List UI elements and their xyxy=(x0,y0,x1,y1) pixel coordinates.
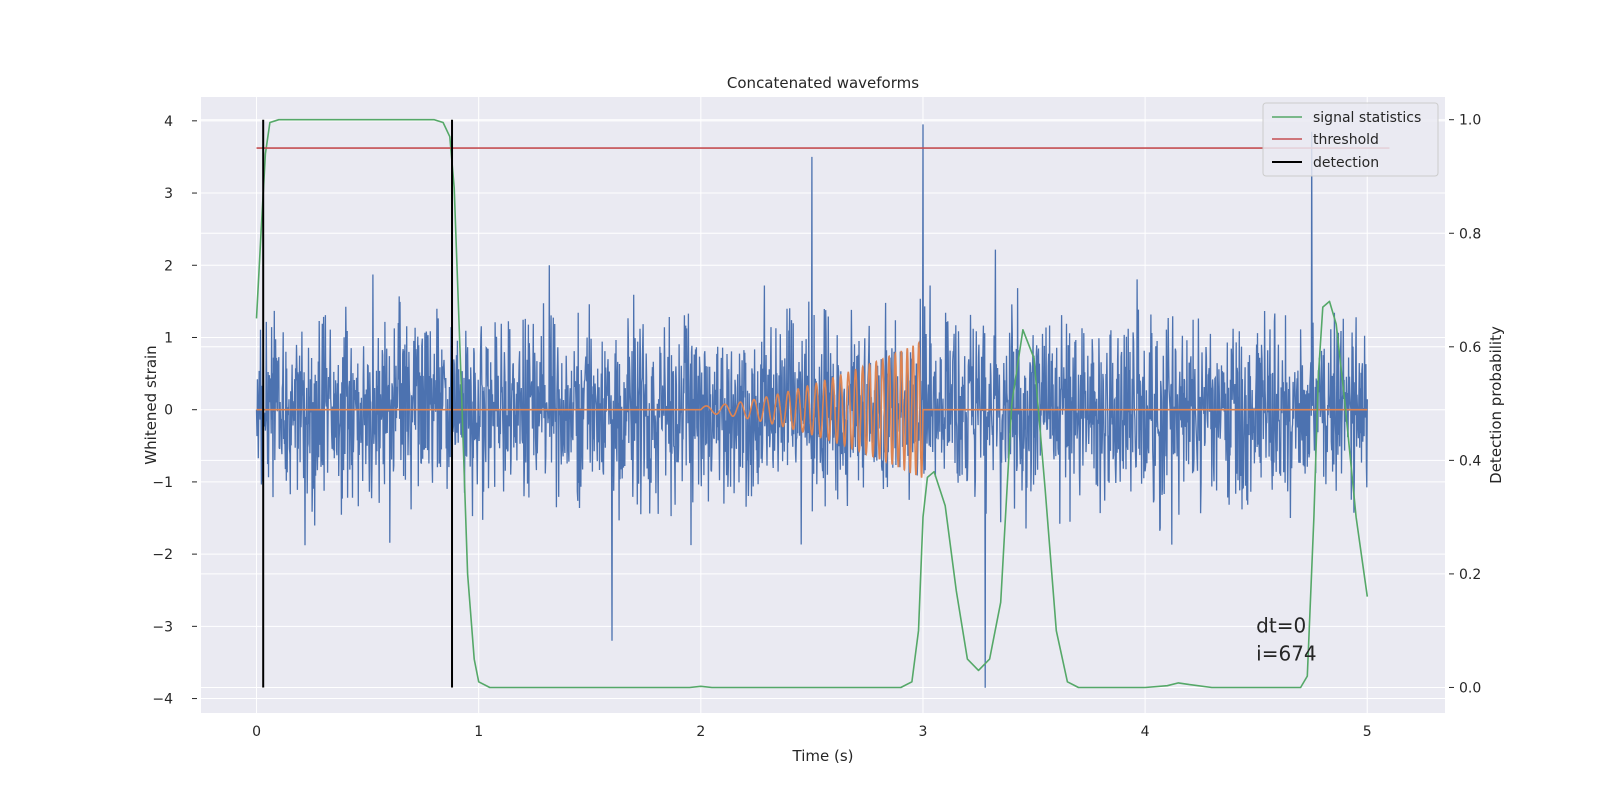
y-right-tick-label: 0.6 xyxy=(1459,340,1481,356)
y-tick-label: 2 xyxy=(164,258,173,274)
injected-waveform-line xyxy=(256,340,1368,478)
chart-title: Concatenated waveforms xyxy=(727,74,919,92)
x-tick-label: 4 xyxy=(1141,724,1150,740)
y-right-tick-label: 0.4 xyxy=(1459,453,1481,469)
x-axis-label: Time (s) xyxy=(792,747,854,765)
y-tick-label: 0 xyxy=(164,403,173,419)
legend-label-detection: detection xyxy=(1313,155,1379,171)
y-tick-label: −2 xyxy=(152,547,173,563)
x-tick-label: 5 xyxy=(1363,724,1372,740)
y-tick-label: 3 xyxy=(164,186,173,202)
y-right-axis-label: Detection probability xyxy=(1487,326,1505,484)
x-tick-label: 1 xyxy=(474,724,483,740)
x-tick-label: 0 xyxy=(252,724,261,740)
legend: signal statistics threshold detection xyxy=(1262,102,1439,177)
strain-line xyxy=(255,124,1368,688)
y-tick-label: −3 xyxy=(152,619,173,635)
data-layer xyxy=(255,118,1390,689)
y-right-tick-label: 0.2 xyxy=(1459,567,1481,583)
x-tick-label: 2 xyxy=(696,724,705,740)
ticks: 0 1 2 3 4 5 −4 −3 −2 −1 0 1 2 3 4 0.0 0.2 0.4 0.6 0.8 1.0 xyxy=(152,113,1481,740)
annotation-i: i=674 xyxy=(1256,641,1317,665)
signal-statistics-line xyxy=(255,118,1369,689)
y-right-tick-label: 1.0 xyxy=(1459,113,1481,129)
annotation-dt: dt=0 xyxy=(1256,613,1306,637)
y-tick-label: 1 xyxy=(164,330,173,346)
y-tick-label: −4 xyxy=(152,692,173,708)
y-tick-label: 4 xyxy=(164,114,173,130)
x-tick-label: 3 xyxy=(919,724,928,740)
legend-label-signal-statistics: signal statistics xyxy=(1313,110,1421,126)
y-right-tick-label: 0.0 xyxy=(1459,680,1481,696)
legend-label-threshold: threshold xyxy=(1313,132,1379,148)
y-tick-label: −1 xyxy=(152,475,173,491)
legend-box xyxy=(1262,102,1439,177)
y-axis-label: Whitened strain xyxy=(142,345,160,464)
y-right-tick-label: 0.8 xyxy=(1459,226,1481,242)
